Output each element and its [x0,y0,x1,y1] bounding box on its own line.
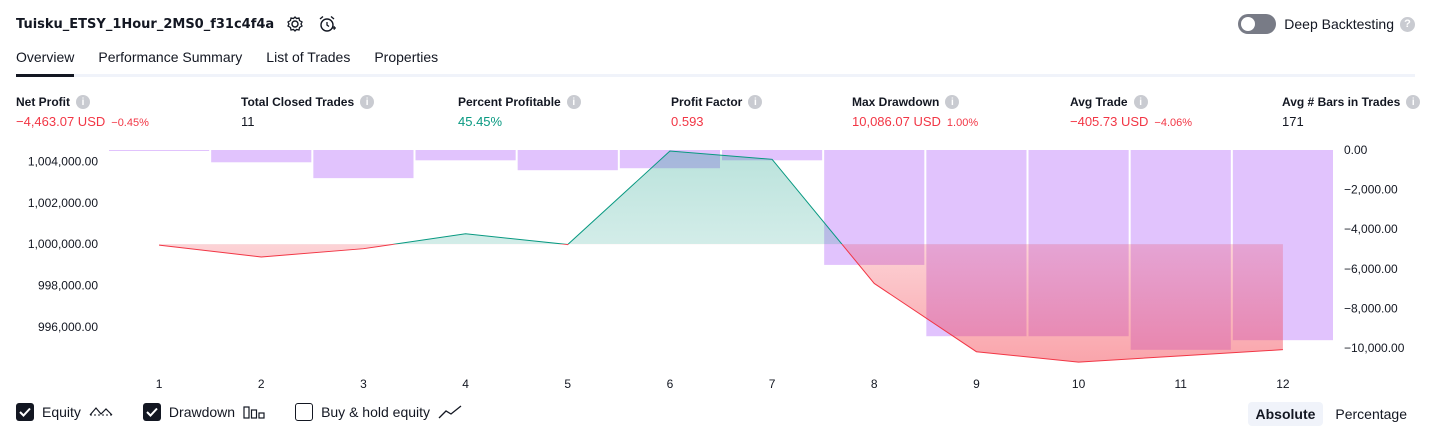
legend-buy-hold-equity[interactable]: Buy & hold equity [295,403,462,421]
tab-properties[interactable]: Properties [374,49,439,65]
right-axis-tick-label: −6,000.00 [1344,262,1398,276]
drawdown-bar [211,150,312,163]
legend-drawdown[interactable]: Drawdown [142,403,265,421]
bars-icon [243,404,265,420]
metric-label: Percent Profitable [458,95,561,109]
tab-performance-summary[interactable]: Performance Summary [98,49,243,65]
drawdown-bar [109,150,210,151]
right-axis-tick-label: −2,000.00 [1344,183,1398,197]
equity-area-negative [159,244,1283,363]
metric-value: 171 [1282,114,1304,129]
checkbox-checked-icon[interactable] [16,403,34,421]
metric-value: 45.45% [458,114,503,129]
legend-label: Drawdown [168,404,236,420]
chart-legend: Equity Drawdown Buy & hold equity [16,403,492,421]
trend-line-icon [438,404,462,420]
deep-backtesting-toggle[interactable] [1238,14,1277,34]
equity-line-icon [89,404,113,420]
x-axis-tick-label: 11 [1175,377,1188,391]
help-icon[interactable]: ? [1400,16,1415,32]
metric-value: −405.73 USD [1070,114,1149,129]
gear-icon[interactable] [284,13,306,35]
left-axis-tick-label: 1,000,000.00 [28,237,98,251]
strategy-header: Tuisku_ETSY_1Hour_2MS0_f31c4f4a [16,12,338,36]
x-axis-tick-label: 9 [973,377,980,391]
metric-value: 10,086.07 USD [852,114,941,129]
strategy-name: Tuisku_ETSY_1Hour_2MS0_f31c4f4a [16,16,275,32]
left-axis-tick-label: 1,002,000.00 [28,196,98,210]
equity-area-positive [394,151,842,245]
checkbox-unchecked-icon[interactable] [295,403,314,421]
x-axis-tick-label: 2 [258,377,265,391]
absolute-button[interactable]: Absolute [1247,402,1324,426]
info-icon[interactable]: i [748,95,763,109]
metric-net-profit: Net Profit i −4,463.07 USD −0.45% [16,94,149,129]
drawdown-bar [313,150,414,179]
legend-label: Buy & hold equity [321,404,431,420]
scale-toggle: Absolute Percentage [1244,402,1416,426]
left-axis-tick-label: 996,000.00 [38,320,98,334]
x-axis-tick-label: 6 [667,377,674,391]
metric-total-closed-trades: Total Closed Trades i 11 [241,94,375,129]
x-axis-tick-label: 3 [360,377,367,391]
percentage-button[interactable]: Percentage [1335,406,1407,422]
metric-max-drawdown: Max Drawdown i 10,086.07 USD 1.00% [852,94,978,129]
metric-label: Profit Factor [671,95,743,109]
x-axis-tick-label: 12 [1276,377,1290,391]
metric-avg-trade: Avg Trade i −405.73 USD −4.06% [1070,94,1192,129]
metric-percent: −4.06% [1154,117,1193,129]
equity-line-negative [159,244,1283,363]
drawdown-bar [722,150,823,161]
metric-label: Avg Trade [1070,95,1128,109]
info-icon[interactable]: i [360,95,375,109]
info-icon[interactable]: i [76,95,90,109]
info-icon[interactable]: i [566,95,581,109]
metric-value: −4,463.07 USD [16,114,106,129]
tab-list-of-trades[interactable]: List of Trades [266,49,351,65]
metric-percent-profitable: Percent Profitable i 45.45% [458,94,581,129]
right-axis-tick-label: −10,000.00 [1344,341,1405,355]
x-axis-tick-label: 7 [769,377,776,391]
x-axis-tick-label: 10 [1072,377,1086,391]
right-axis-tick-label: −8,000.00 [1344,301,1398,315]
tab-bar: Overview Performance Summary List of Tra… [16,44,1415,77]
x-axis-tick-label: 8 [871,377,878,391]
left-axis-tick-label: 998,000.00 [38,279,98,293]
metric-percent: 1.00% [946,117,979,129]
equity-line-positive [391,150,843,245]
metric-value: 11 [241,114,255,129]
info-icon[interactable]: i [1133,95,1148,109]
info-icon[interactable]: i [945,95,960,109]
right-axis-tick-label: 0.00 [1344,143,1368,157]
drawdown-bar [517,150,618,171]
alarm-clock-plus-icon[interactable] [316,13,338,35]
left-axis-tick-label: 1,004,000.00 [28,154,98,168]
equity-drawdown-chart[interactable]: 1,004,000.00 1,002,000.00 1,000,000.00 998,… [0,138,1431,400]
deep-backtesting: Deep Backtesting ? [1238,12,1415,36]
metric-percent: −0.45% [111,117,149,129]
x-axis-tick-label: 5 [564,377,571,391]
info-icon[interactable]: i [1406,95,1421,109]
x-axis-tick-label: 1 [156,377,163,391]
deep-backtesting-label: Deep Backtesting [1284,16,1394,32]
checkbox-checked-icon[interactable] [142,403,161,421]
metric-label: Avg # Bars in Trades [1282,95,1401,109]
tab-overview[interactable]: Overview [16,44,75,77]
right-axis-tick-label: −4,000.00 [1344,222,1398,236]
metric-label: Net Profit [16,95,70,109]
metric-label: Total Closed Trades [241,95,355,109]
metric-label: Max Drawdown [852,95,940,109]
drawdown-bar [415,150,516,161]
legend-label: Equity [42,404,81,420]
x-axis-tick-label: 4 [462,377,469,391]
metric-profit-factor: Profit Factor i 0.593 [671,94,763,129]
legend-equity[interactable]: Equity [16,403,113,421]
metric-value: 0.593 [671,114,704,129]
metric-avg-bars-in-trades: Avg # Bars in Trades i 171 [1282,94,1421,129]
